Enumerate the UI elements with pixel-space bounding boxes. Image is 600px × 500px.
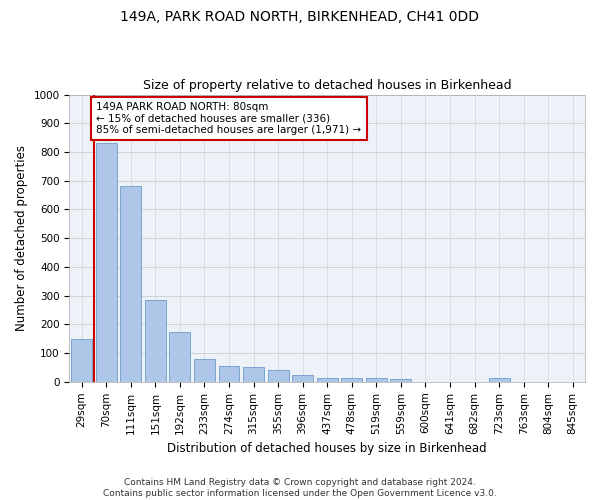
Bar [96,144,116,382]
Y-axis label: Number of detached properties: Number of detached properties [15,145,28,331]
Text: 149A, PARK ROAD NORTH, BIRKENHEAD, CH41 0DD: 149A, PARK ROAD NORTH, BIRKENHEAD, CH41 … [121,10,479,24]
Bar [145,300,166,382]
Text: Contains HM Land Registry data © Crown copyright and database right 2024.
Contai: Contains HM Land Registry data © Crown c… [103,478,497,498]
Title: Size of property relative to detached houses in Birkenhead: Size of property relative to detached ho… [143,79,512,92]
Bar [366,378,387,382]
Bar [194,359,215,382]
Bar [71,338,92,382]
Bar [169,332,190,382]
Bar [488,378,509,382]
Bar [391,379,411,382]
Bar [317,378,338,382]
X-axis label: Distribution of detached houses by size in Birkenhead: Distribution of detached houses by size … [167,442,487,455]
Bar [243,368,264,382]
Bar [341,378,362,382]
Bar [268,370,289,382]
Bar [218,366,239,382]
Text: 149A PARK ROAD NORTH: 80sqm
← 15% of detached houses are smaller (336)
85% of se: 149A PARK ROAD NORTH: 80sqm ← 15% of det… [97,102,362,135]
Bar [121,186,141,382]
Bar [292,376,313,382]
